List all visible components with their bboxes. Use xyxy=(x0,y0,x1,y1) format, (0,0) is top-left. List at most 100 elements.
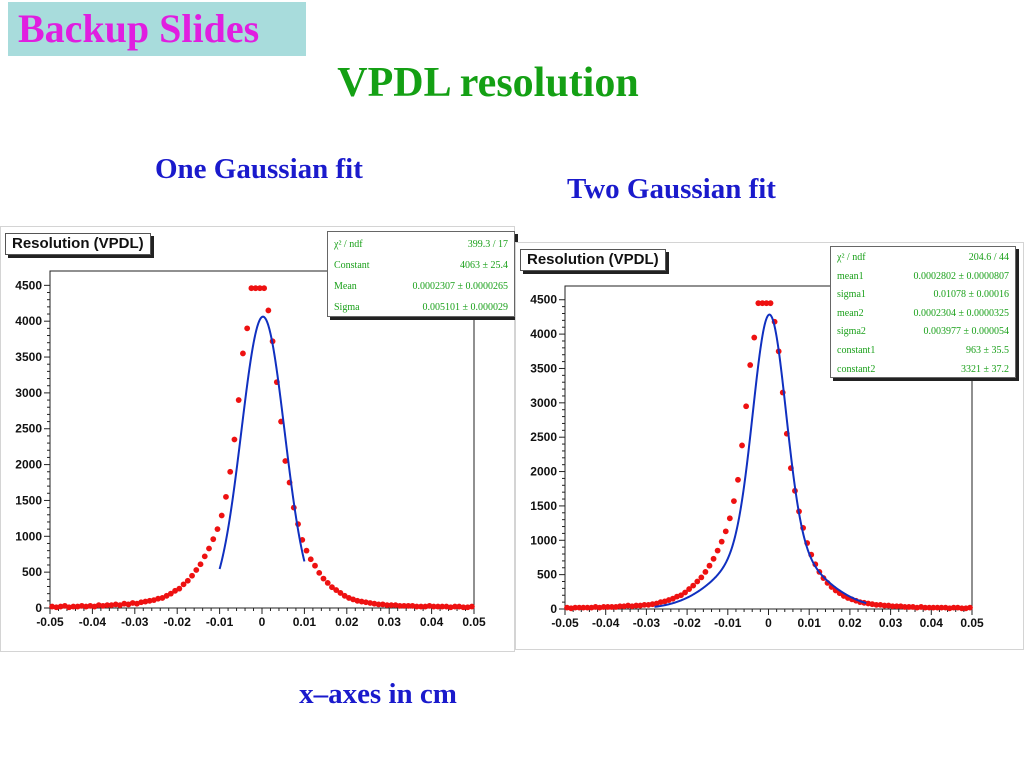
x-tick-label: -0.01 xyxy=(714,616,742,630)
stats-label: constant1 xyxy=(837,344,876,356)
stats-row-constant2: constant2 3321 ± 37.2 xyxy=(837,361,1009,380)
stats-row-chi2: χ² / ndf 399.3 / 17 xyxy=(334,234,508,255)
stats-value: 0.01078 ± 0.00016 xyxy=(933,289,1010,301)
data-point xyxy=(751,334,758,341)
data-point xyxy=(206,545,212,552)
data-point xyxy=(468,603,475,610)
subtitle-two-gaussian: Two Gaussian fit xyxy=(567,173,776,205)
histogram-one-gaussian: 0 500 1000 1500 2000 2500 3000 3500 4000 4500 -0.0… xyxy=(15,270,486,629)
x-tick-label: -0.03 xyxy=(121,615,149,629)
data-point xyxy=(405,602,412,609)
data-point xyxy=(572,604,579,611)
data-point xyxy=(767,300,774,307)
data-point xyxy=(214,526,221,533)
data-point xyxy=(460,604,467,611)
data-point xyxy=(893,603,900,610)
data-point xyxy=(698,574,705,581)
y-tick-label: 3500 xyxy=(15,350,42,364)
data-point xyxy=(600,604,607,610)
data-point xyxy=(316,569,323,576)
data-point xyxy=(396,602,403,609)
x-tick-label: 0 xyxy=(765,616,772,630)
data-point xyxy=(235,397,242,403)
data-point xyxy=(763,300,770,307)
x-tick-label: 0.05 xyxy=(960,616,984,630)
data-point xyxy=(439,603,446,610)
data-point xyxy=(678,592,684,599)
x-tick-label: 0.02 xyxy=(335,615,359,629)
data-point xyxy=(694,578,701,585)
data-point xyxy=(223,493,229,500)
stats-row-mean1: mean1 0.0002802 ± 0.0000807 xyxy=(837,268,1009,287)
data-point xyxy=(231,436,238,443)
data-point xyxy=(604,604,611,610)
data-point xyxy=(726,515,733,522)
data-point xyxy=(759,300,766,307)
data-point xyxy=(889,603,896,610)
data-point xyxy=(710,555,717,562)
data-point xyxy=(934,604,941,611)
stats-row-sigma2: sigma2 0.003977 ± 0.000054 xyxy=(837,323,1009,342)
y-tick-label: 3000 xyxy=(530,396,557,410)
x-tick-label: 0.01 xyxy=(293,615,317,629)
y-tick-label: 500 xyxy=(22,565,42,579)
stats-row-constant1: constant1 963 ± 35.5 xyxy=(837,342,1009,361)
data-point xyxy=(189,572,195,579)
data-point xyxy=(384,602,390,609)
data-point xyxy=(307,556,314,563)
data-point xyxy=(261,285,268,292)
stats-value: 3321 ± 37.2 xyxy=(961,363,1009,375)
stats-label: Constant xyxy=(334,260,370,271)
section-tag: Backup Slides xyxy=(8,2,306,56)
data-point xyxy=(714,547,721,554)
data-point xyxy=(180,581,187,588)
data-point xyxy=(958,605,965,612)
y-tick-label: 4500 xyxy=(15,278,42,292)
stats-label: χ² / ndf xyxy=(837,252,866,263)
x-tick-label: -0.04 xyxy=(79,615,107,629)
data-point xyxy=(452,603,458,610)
subtitle-one-gaussian: One Gaussian fit xyxy=(155,153,363,185)
y-tick-label: 2500 xyxy=(530,430,557,444)
data-point xyxy=(731,498,737,504)
y-tick-label: 4500 xyxy=(530,293,557,307)
stats-row-constant: Constant 4063 ± 25.4 xyxy=(334,255,508,276)
stats-label: sigma2 xyxy=(837,326,866,338)
data-point xyxy=(176,585,183,592)
data-point xyxy=(881,602,888,609)
data-point xyxy=(320,575,327,582)
data-point xyxy=(197,561,204,568)
data-point xyxy=(633,602,640,609)
data-point xyxy=(167,590,174,597)
stats-label: mean2 xyxy=(837,307,864,319)
stats-value: 0.0002802 ± 0.0000807 xyxy=(913,270,1010,282)
x-tick-label: -0.01 xyxy=(206,615,234,629)
data-point xyxy=(690,582,697,589)
data-point xyxy=(324,580,331,586)
data-point xyxy=(435,603,441,610)
data-point xyxy=(576,604,583,611)
data-point xyxy=(430,603,437,610)
fit-curve xyxy=(218,315,306,570)
y-tick-label: 3000 xyxy=(15,386,42,400)
stats-row-mean: Mean 0.0002307 ± 0.0000265 xyxy=(334,276,508,297)
x-tick-label: -0.05 xyxy=(36,615,64,629)
data-point xyxy=(967,604,973,611)
x-tick-label: 0.03 xyxy=(879,616,903,630)
x-tick-label: 0.02 xyxy=(838,616,862,630)
axis-unit-note: x–axes in cm xyxy=(299,678,457,710)
fit-stats-box: χ² / ndf 204.6 / 44 mean1 0.0002802 ± 0.00… xyxy=(830,246,1016,378)
y-tick-label: 1000 xyxy=(15,529,42,543)
data-point xyxy=(930,604,937,611)
y-tick-label: 4000 xyxy=(530,327,557,341)
plot-title: Resolution (VPDL) xyxy=(520,249,666,271)
chart-panel-one-gaussian: 0 500 1000 1500 2000 2500 3000 3500 4000 4500 -0.0… xyxy=(0,226,515,652)
stats-label: Sigma xyxy=(334,302,360,313)
data-point xyxy=(906,604,912,610)
data-point xyxy=(218,512,225,519)
data-point xyxy=(608,604,615,610)
data-point xyxy=(901,604,908,610)
data-point xyxy=(682,589,688,596)
data-point xyxy=(265,307,272,314)
x-tick-label: -0.03 xyxy=(633,616,661,630)
